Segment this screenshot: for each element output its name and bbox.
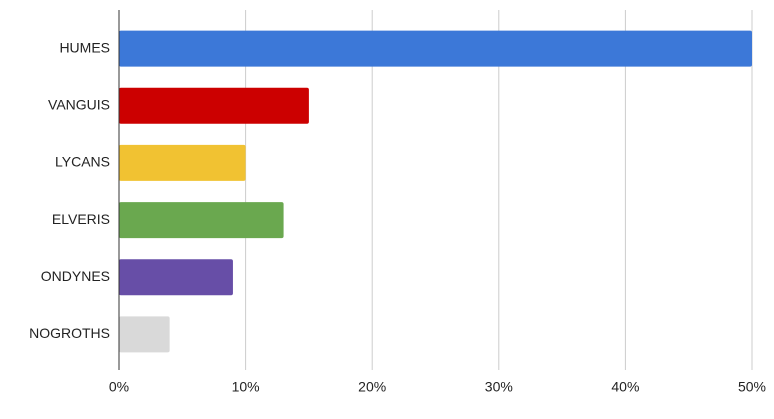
x-tick-label: 40%: [611, 379, 639, 395]
x-tick-label: 10%: [232, 379, 260, 395]
y-tick-label: HUMES: [59, 39, 110, 55]
y-tick-label: ONDYNES: [41, 268, 110, 284]
bar: [119, 202, 284, 239]
bar: [119, 30, 752, 67]
x-tick-label: 20%: [358, 379, 386, 395]
bar: [119, 316, 170, 353]
y-tick-label: LYCANS: [55, 154, 110, 170]
y-tick-label: ELVERIS: [52, 211, 110, 227]
bar: [119, 144, 246, 181]
bar: [119, 87, 309, 124]
x-tick-label: 50%: [738, 379, 766, 395]
x-tick-label: 30%: [485, 379, 513, 395]
y-tick-label: NOGROTHS: [29, 325, 110, 341]
bar: [119, 259, 233, 296]
y-tick-label: VANGUIS: [48, 96, 110, 112]
x-tick-label: 0%: [109, 379, 129, 395]
